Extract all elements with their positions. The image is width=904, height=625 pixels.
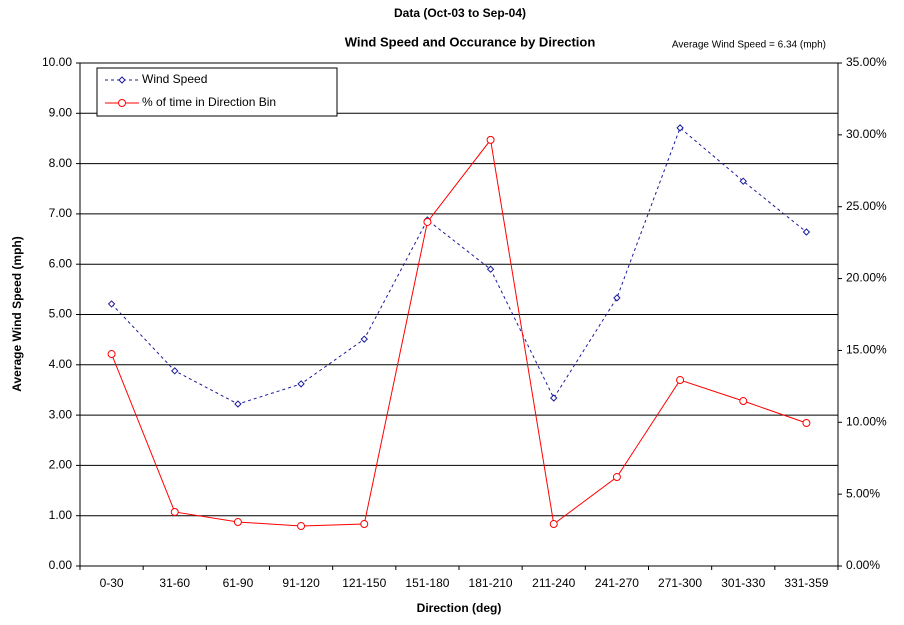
series-line: [111, 138, 807, 527]
series-line: [111, 127, 807, 405]
y-tick-label: 3.00: [49, 407, 73, 421]
point: [739, 177, 747, 185]
point: [676, 124, 684, 132]
x-tick-label: 91-120: [282, 576, 320, 590]
x-tick-label: 181-210: [469, 576, 513, 590]
point: [297, 380, 305, 388]
point: [549, 520, 558, 529]
y-tick-label: 9.00: [49, 105, 73, 119]
legend-marker: [118, 99, 126, 107]
x-tick-label: 271-300: [658, 576, 702, 590]
point: [170, 507, 179, 516]
point: [613, 294, 621, 302]
chart-subtitle: Data (Oct-03 to Sep-04): [394, 6, 526, 20]
x-tick-label: 331-359: [784, 576, 828, 590]
x-tick-label: 241-270: [595, 576, 639, 590]
legend: Wind Speed % of time in Direction Bin: [96, 67, 338, 117]
y2-tick-label: 35.00%: [846, 55, 887, 69]
annotation: Average Wind Speed = 6.34 (mph): [672, 40, 826, 51]
point: [360, 520, 369, 529]
x-tick-label: 301-330: [721, 576, 765, 590]
y2-tick-label: 30.00%: [846, 127, 887, 141]
point: [486, 265, 495, 273]
x-tick-label: 61-90: [223, 576, 254, 590]
point: [676, 376, 685, 385]
point: [486, 135, 495, 144]
point: [739, 397, 748, 406]
y2-tick-label: 25.00%: [846, 199, 887, 213]
point: [802, 419, 811, 428]
legend-label: Wind Speed: [142, 72, 207, 86]
y-tick-label: 1.00: [49, 508, 73, 522]
x-axis-label: Direction (deg): [417, 601, 502, 615]
chart-title: Wind Speed and Occurance by Direction: [345, 34, 596, 49]
y-tick-label: 5.00: [49, 307, 73, 321]
point: [171, 367, 179, 375]
point: [107, 350, 116, 359]
legend-box: [96, 67, 338, 117]
y-tick-label: 8.00: [49, 156, 73, 170]
y2-tick-label: 20.00%: [846, 271, 887, 285]
x-tick-label: 0-30: [100, 576, 124, 590]
y2-tick-label: 5.00%: [846, 486, 880, 500]
point: [297, 522, 306, 531]
legend-label: % of time in Direction Bin: [142, 95, 276, 109]
y-tick-label: 0.00: [49, 558, 73, 572]
y-axis-label: Average Wind Speed (mph): [10, 236, 24, 391]
point: [550, 394, 558, 402]
y-tick-label: 6.00: [49, 256, 73, 270]
point: [423, 217, 432, 226]
y-tick-label: 10.00: [42, 55, 72, 69]
point: [360, 335, 368, 343]
x-tick-label: 211-240: [532, 576, 575, 590]
point: [234, 400, 242, 408]
y-tick-label: 4.00: [49, 357, 73, 371]
y2-tick-label: 15.00%: [846, 343, 887, 357]
y2-tick-label: 10.00%: [846, 414, 887, 428]
y-tick-label: 2.00: [49, 458, 73, 472]
point: [802, 228, 811, 236]
x-tick-label: 31-60: [159, 576, 190, 590]
point: [612, 473, 621, 482]
y2-tick-label: 0.00%: [846, 558, 880, 572]
y-tick-label: 7.00: [49, 206, 73, 220]
point: [233, 518, 242, 527]
x-tick-label: 151-180: [405, 576, 449, 590]
x-tick-label: 121-150: [342, 576, 386, 590]
legend-marker: [118, 76, 126, 84]
point: [107, 300, 116, 308]
